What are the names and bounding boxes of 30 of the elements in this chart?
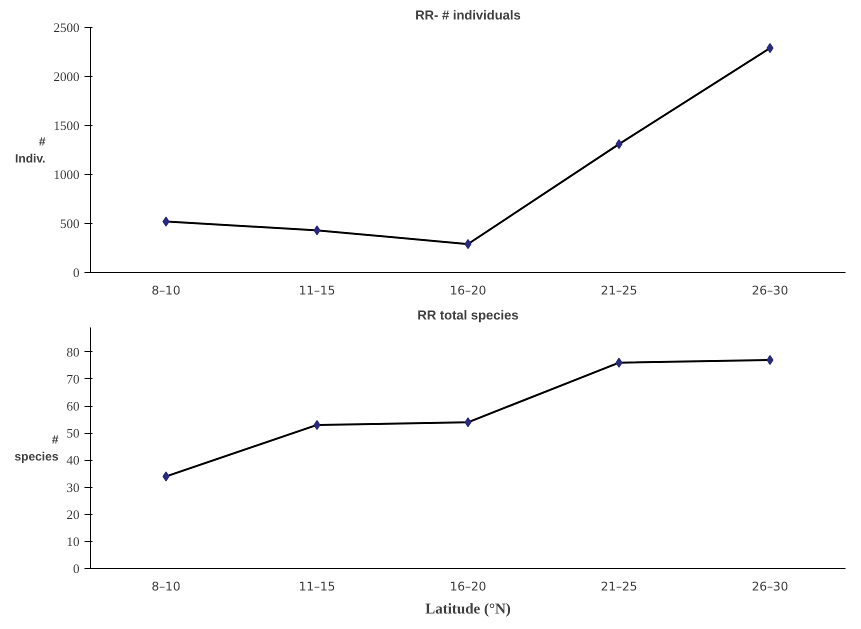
y-tick-label: 70 [66, 371, 80, 386]
y-tick-label: 2000 [54, 69, 80, 84]
y-tick-label: 40 [66, 452, 80, 468]
y-axis-title: # Indiv. [15, 134, 46, 166]
x-tick-label: 26–30 [752, 284, 788, 298]
y-axis-title: # species [14, 432, 59, 464]
x-tick-label: 11–15 [298, 284, 336, 298]
chart-title: RR total species [417, 308, 519, 322]
y-tick-label: 50 [66, 426, 80, 441]
y-tick-label: 60 [66, 398, 80, 414]
x-tick-label: 16–20 [450, 284, 486, 298]
y-tick-label: 0 [73, 265, 80, 280]
x-tick-label: 16–20 [450, 580, 486, 594]
y-tick-label: 10 [66, 534, 80, 549]
x-tick-label: 21–25 [600, 284, 638, 298]
y-tick-label: 1500 [54, 118, 80, 133]
x-axis-title: Latitude (°N) [425, 602, 511, 618]
y-tick-label: 80 [66, 344, 80, 360]
y-tick-label: 30 [66, 480, 80, 495]
chart-title: RR- # individuals [415, 8, 521, 22]
x-tick-label: 26–30 [752, 580, 788, 594]
y-tick-label: 20 [66, 506, 80, 522]
y-tick-label: 0 [73, 561, 80, 576]
x-tick-label: 8–10 [152, 580, 180, 594]
y-tick-label: 1000 [54, 167, 80, 182]
x-tick-label: 8–10 [152, 284, 180, 298]
x-tick-label: 11–15 [298, 580, 336, 594]
y-tick-label: 500 [60, 216, 80, 231]
y-tick-label: 2500 [54, 20, 80, 35]
x-tick-label: 21–25 [600, 580, 638, 594]
